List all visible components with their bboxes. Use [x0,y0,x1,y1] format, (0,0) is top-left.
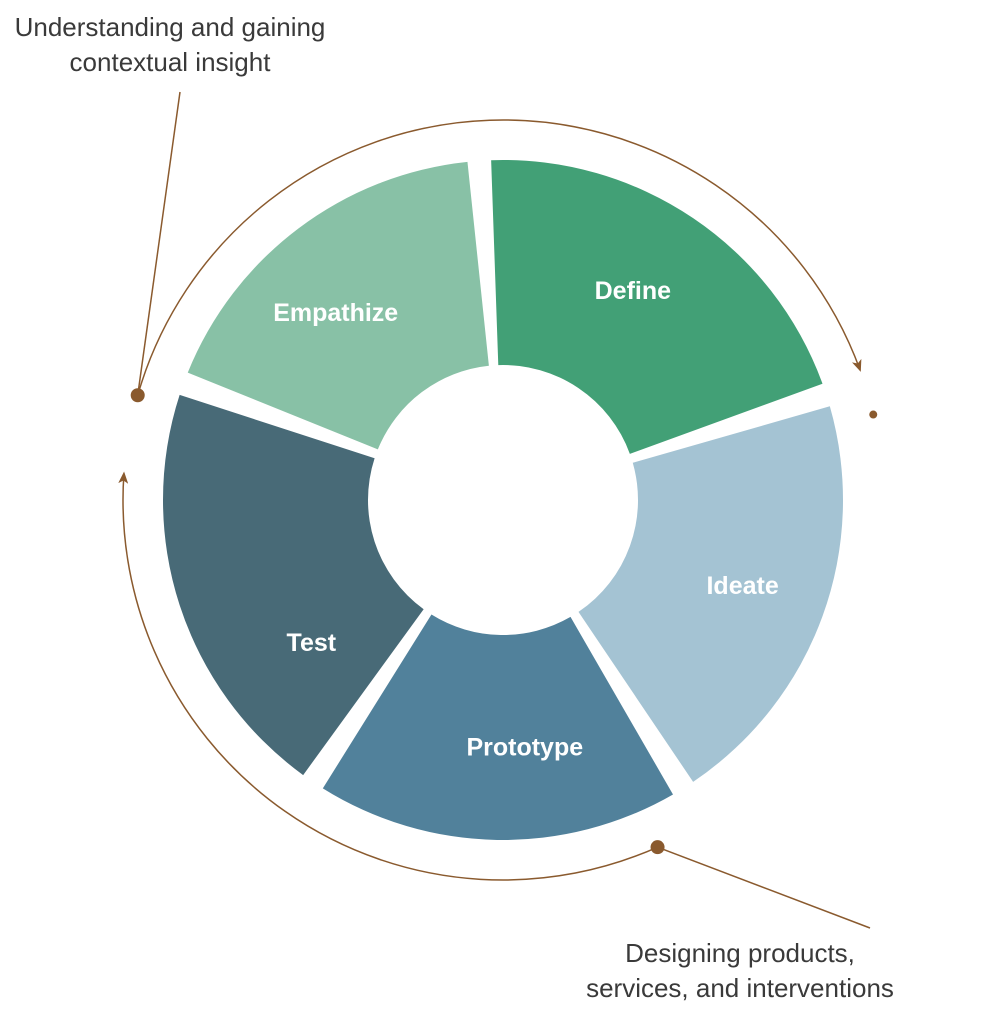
segment-label-ideate: Ideate [706,572,778,600]
cycle-diagram: Define Ideate Prototype Test Empathize [0,0,1000,1024]
outer-arc-top-end-dot [869,411,877,419]
segment-label-empathize: Empathize [273,299,398,327]
segment-define [491,160,822,454]
segment-label-test: Test [287,629,337,657]
segment-label-define: Define [595,277,672,305]
callout-line-top [138,92,180,395]
segment-label-prototype: Prototype [466,734,583,762]
callout-line-bottom [658,847,870,928]
